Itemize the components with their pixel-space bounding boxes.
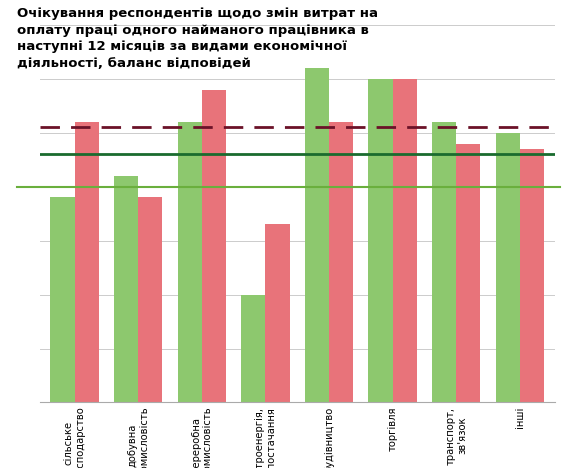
Bar — [241, 294, 265, 402]
Bar — [75, 122, 98, 402]
Bar — [520, 149, 544, 402]
Bar — [138, 197, 162, 402]
Bar — [201, 89, 226, 402]
Bar — [368, 79, 393, 402]
Bar — [114, 176, 138, 402]
Bar — [496, 133, 520, 402]
Bar — [178, 122, 201, 402]
Bar — [305, 68, 329, 402]
Bar — [329, 122, 353, 402]
Bar — [50, 197, 75, 402]
Bar — [432, 122, 456, 402]
Bar — [393, 79, 417, 402]
Bar — [456, 144, 481, 402]
Bar — [265, 225, 290, 402]
Text: Очікування респондентів щодо змін витрат на
оплату праці одного найманого праців: Очікування респондентів щодо змін витрат… — [17, 7, 378, 70]
